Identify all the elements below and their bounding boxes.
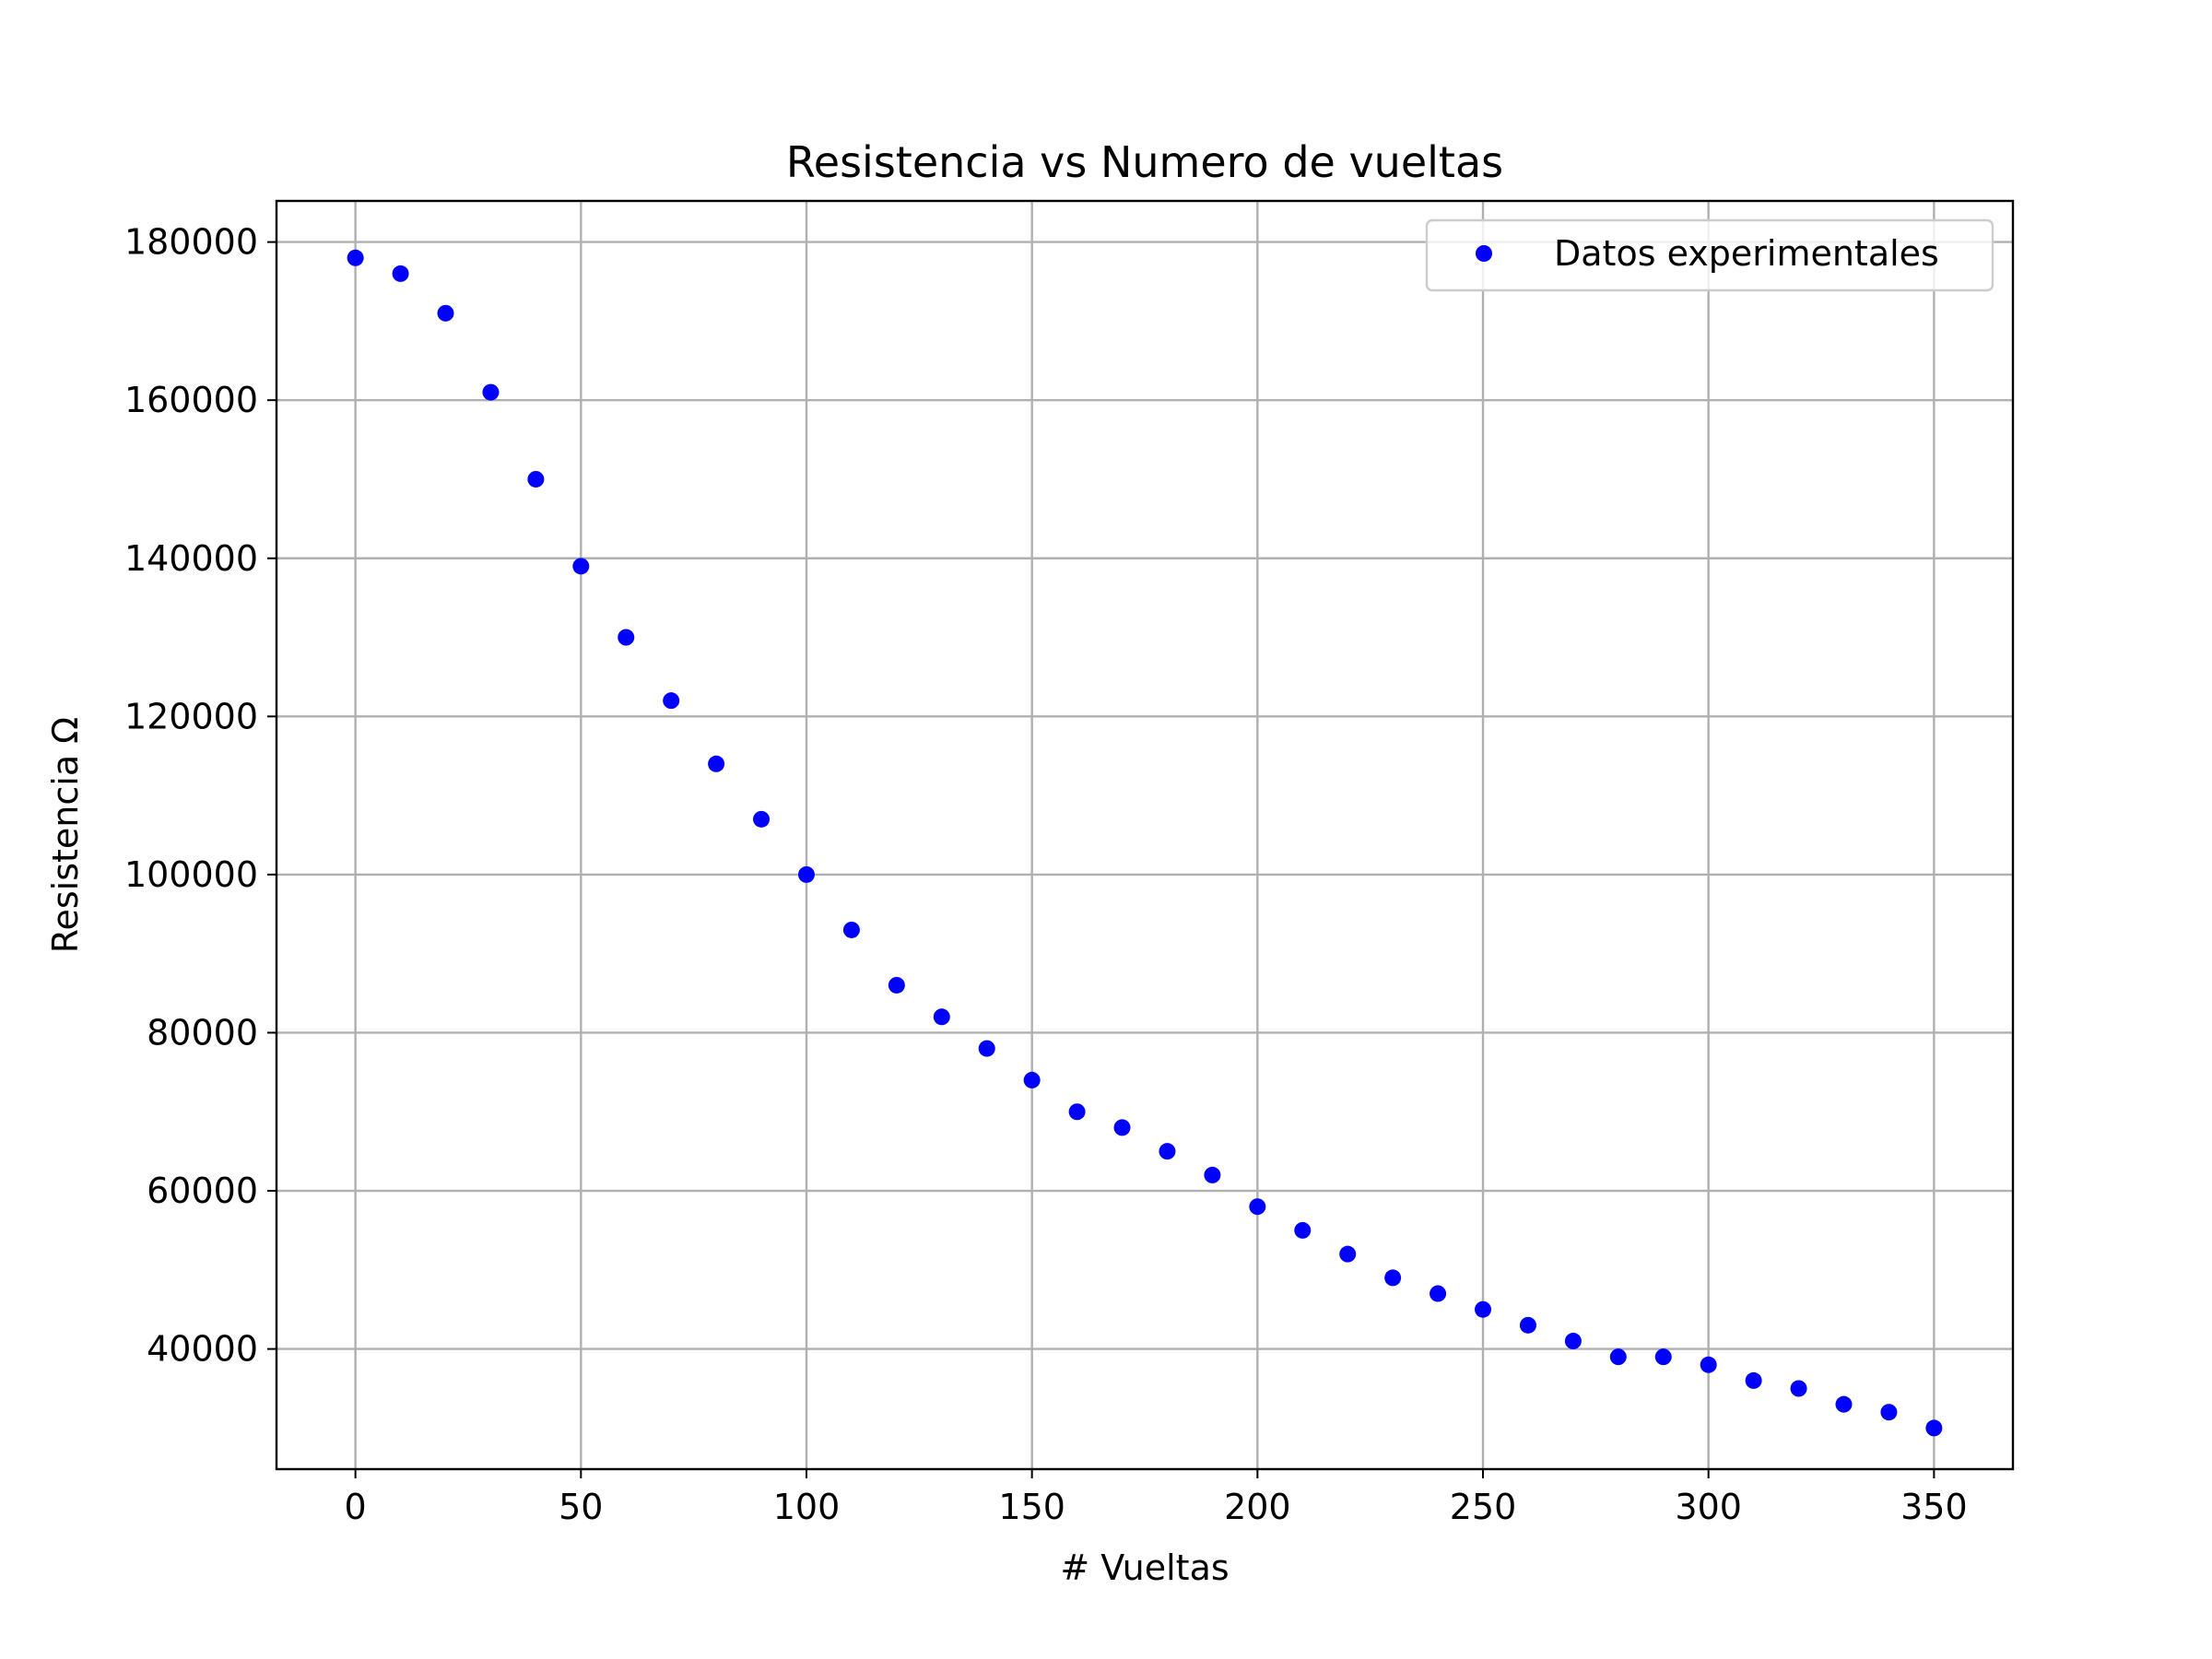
plot-area <box>276 201 2013 1469</box>
legend-marker <box>1476 245 1492 262</box>
data-point <box>708 755 725 772</box>
data-point <box>1384 1269 1402 1287</box>
data-point <box>1294 1221 1312 1239</box>
data-point <box>1564 1333 1582 1350</box>
data-point <box>753 810 771 828</box>
x-tick-label: 0 <box>345 1487 367 1527</box>
x-tick-label: 300 <box>1675 1487 1742 1527</box>
data-point <box>572 558 590 575</box>
x-tick-label: 200 <box>1224 1487 1291 1527</box>
y-tick-label: 140000 <box>124 538 258 579</box>
y-axis-label: Resistencia Ω <box>45 717 86 953</box>
data-point <box>1249 1198 1266 1216</box>
legend-label: Datos experimentales <box>1554 233 1939 274</box>
legend: Datos experimentales <box>1425 218 1994 292</box>
chart-title: Resistencia vs Numero de vueltas <box>786 137 1503 187</box>
data-point <box>1023 1071 1041 1088</box>
data-point <box>1835 1395 1853 1413</box>
data-points <box>347 249 1943 1437</box>
x-tick-label: 250 <box>1450 1487 1517 1527</box>
y-tick-label: 160000 <box>124 380 258 420</box>
y-tick-label: 40000 <box>147 1329 258 1370</box>
x-tick-label: 50 <box>559 1487 603 1527</box>
data-point <box>842 921 860 938</box>
plot-frame <box>275 199 2015 1471</box>
data-point <box>1519 1316 1536 1334</box>
data-point <box>1745 1371 1762 1389</box>
axis-ticks: 0 50 100 150 200 250 300 350 40000 60000 80000 1000… <box>124 222 1968 1527</box>
data-point <box>1925 1419 1943 1437</box>
data-point <box>1654 1348 1672 1366</box>
data-point <box>888 976 905 994</box>
y-tick-label: 100000 <box>124 854 258 895</box>
data-point <box>1475 1300 1492 1318</box>
x-axis-label: # Vueltas <box>1060 1547 1229 1588</box>
y-tick-label: 60000 <box>147 1171 258 1211</box>
data-point <box>1700 1356 1717 1373</box>
data-point <box>347 249 364 266</box>
data-point <box>1159 1143 1176 1160</box>
data-point <box>978 1040 995 1057</box>
data-point <box>527 470 545 488</box>
x-tick-label: 150 <box>998 1487 1065 1527</box>
data-point <box>618 629 635 646</box>
data-point <box>1204 1166 1221 1183</box>
data-point <box>1339 1245 1357 1263</box>
data-point <box>797 865 815 883</box>
data-point <box>1609 1348 1627 1366</box>
legend-box <box>1425 218 1994 292</box>
grid <box>276 201 2013 1469</box>
x-tick-label: 350 <box>1900 1487 1968 1527</box>
data-point <box>933 1008 950 1026</box>
data-point <box>1880 1404 1898 1421</box>
y-tick-label: 120000 <box>124 696 258 736</box>
data-point <box>1068 1103 1086 1121</box>
data-point <box>1790 1380 1807 1397</box>
data-point <box>482 383 500 401</box>
data-point <box>392 265 409 282</box>
x-tick-label: 100 <box>773 1487 841 1527</box>
data-point <box>1430 1285 1447 1302</box>
y-tick-label: 180000 <box>124 222 258 263</box>
data-point <box>663 692 680 710</box>
data-point <box>1113 1119 1131 1136</box>
y-tick-label: 80000 <box>147 1012 258 1053</box>
data-point <box>437 304 454 322</box>
